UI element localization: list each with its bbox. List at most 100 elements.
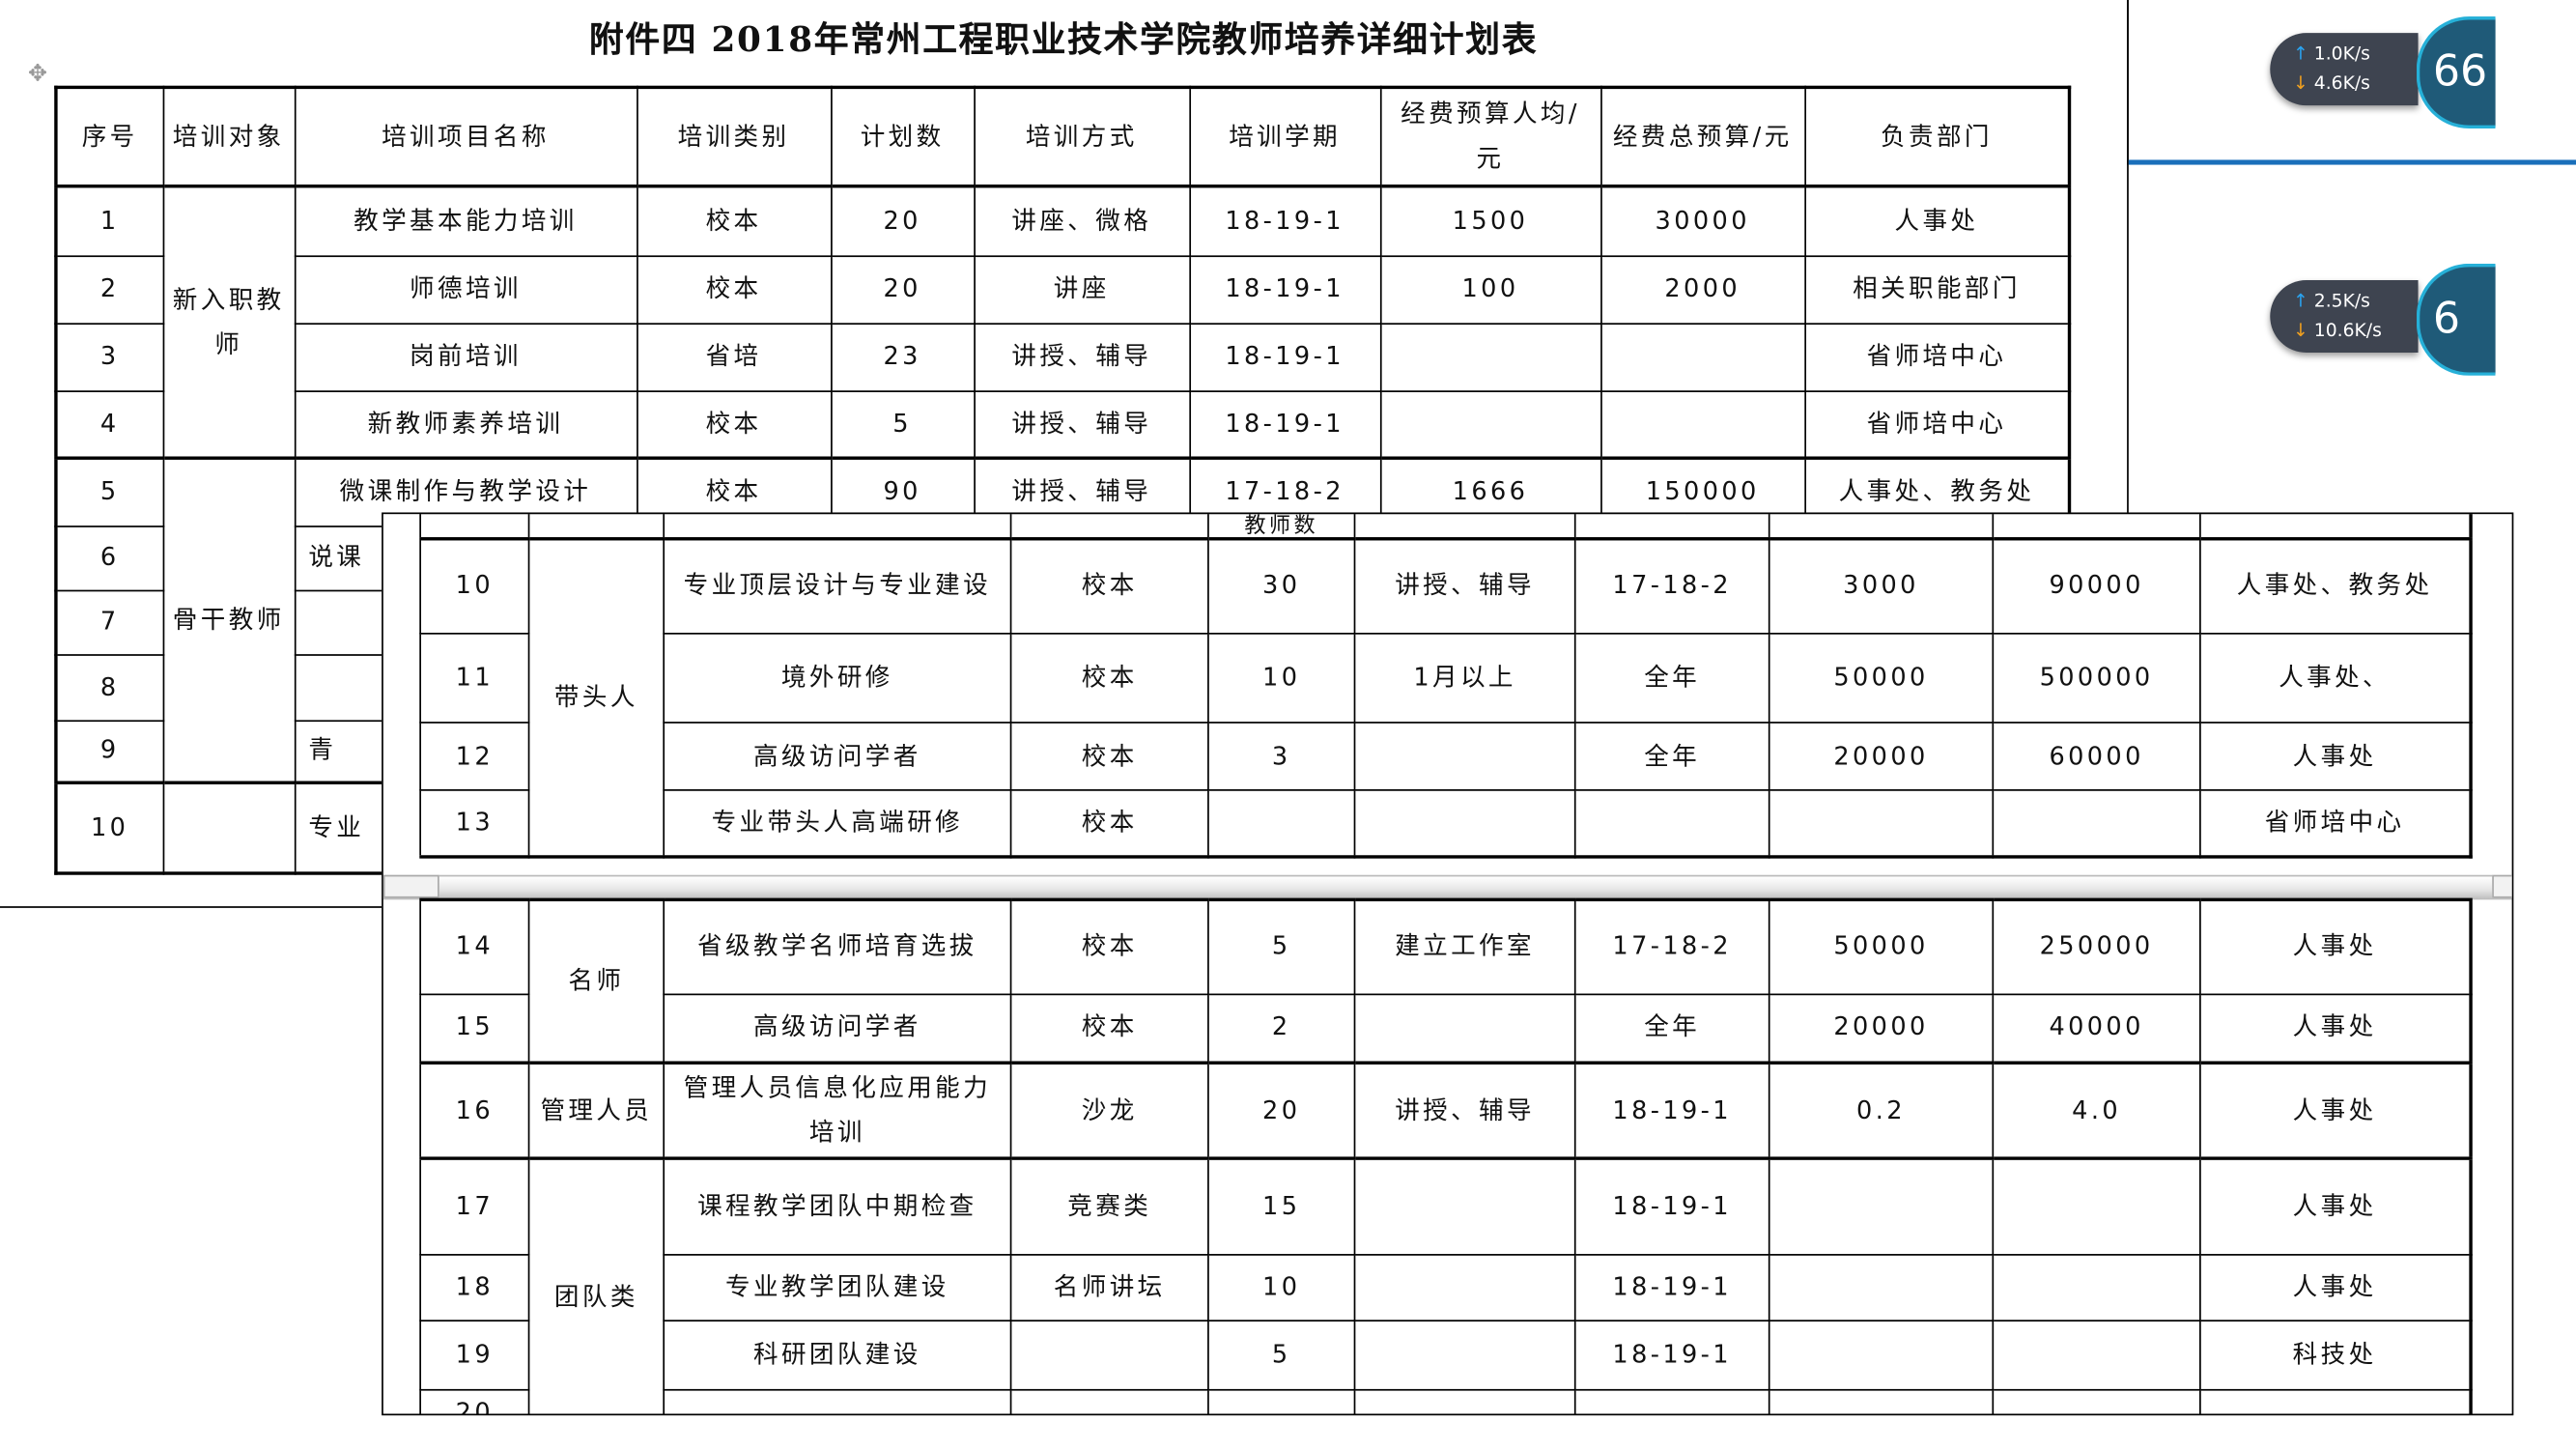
row-number: 10 [419, 536, 530, 635]
table-cell: 全年 [1573, 632, 1770, 724]
table-cell: 20 [830, 185, 976, 257]
table-cell: 250000 [1992, 897, 2201, 995]
table-cell: 沙龙 [1009, 1061, 1209, 1159]
row-number: 6 [55, 525, 164, 591]
column-header-fragment [1009, 514, 1209, 539]
table-row: 17 团队类 课程教学团队中期检查 竞赛类 15 18-19-1 人事处 [419, 1156, 2472, 1414]
arrow-up-icon: ↑ [2293, 290, 2308, 312]
table-cell: 建立工作室 [1353, 897, 1576, 995]
front-training-table-top: 教师数 10 带头人 专业顶层设计与专业建设 校本 30 讲授、辅导 17-18-2 3000 9… [419, 514, 2472, 858]
table-cell: 3000 [1768, 536, 1995, 635]
column-header: 序号 [55, 86, 164, 187]
table-cell: 20000 [1768, 722, 1995, 791]
table-cell [1207, 1388, 1356, 1414]
table-cell: 3 [1207, 722, 1356, 791]
table-cell [1353, 1319, 1576, 1390]
column-header-fragment [2199, 514, 2472, 539]
speed-gauge-2[interactable]: 6 [2416, 263, 2496, 376]
trainee-group: 骨干教师 [161, 456, 296, 784]
table-cell [1353, 789, 1576, 857]
trainee-group: 带头人 [527, 536, 665, 857]
table-cell: 人事处 [2199, 1253, 2472, 1322]
table-cell [1992, 789, 2201, 857]
table-cell [1379, 322, 1601, 392]
table-cell: 18-19-1 [1188, 322, 1381, 392]
table-cell: 讲授、辅导 [1353, 1061, 1576, 1159]
table-cell [1768, 1319, 1995, 1390]
table-cell: 18-19-1 [1573, 1061, 1770, 1159]
table-cell: 名师讲坛 [1009, 1253, 1209, 1322]
table-cell: 500000 [1992, 632, 2201, 724]
table-cell [1009, 1319, 1209, 1390]
row-number: 14 [419, 897, 530, 995]
table-cell: 校本 [1009, 722, 1209, 791]
row-number: 1 [55, 185, 164, 257]
table-cell: 人事处、 [2199, 632, 2472, 724]
table-cell: 60000 [1992, 722, 2201, 791]
divider [2127, 0, 2129, 165]
row-number: 8 [55, 653, 164, 722]
split-handle-left[interactable] [382, 874, 439, 898]
table-cell: 高级访问学者 [663, 992, 1012, 1065]
table-cell: 省师培中心 [2199, 789, 2472, 857]
column-header-fragment [527, 514, 665, 539]
table-cell: 5 [1207, 897, 1356, 995]
table-cell: 18-19-1 [1573, 1319, 1770, 1390]
table-cell: 20 [1207, 1061, 1356, 1159]
column-header-fragment [1573, 514, 1770, 539]
table-cell [1353, 1156, 1576, 1255]
table-cell [1599, 322, 1806, 392]
column-header: 经费总预算/元 [1599, 86, 1806, 187]
arrow-up-icon: ↑ [2293, 43, 2308, 65]
column-header: 培训学期 [1188, 86, 1381, 187]
row-number: 18 [419, 1253, 530, 1322]
table-row: 11 境外研修 校本 10 1月以上 全年 50000 500000 人事处、 [419, 632, 2472, 724]
row-number: 2 [55, 254, 164, 325]
split-handle-right[interactable] [2492, 874, 2512, 898]
row-number: 15 [419, 992, 530, 1065]
table-cell [1768, 789, 1995, 857]
table-cell: 90000 [1992, 536, 2201, 635]
row-number: 12 [419, 722, 530, 791]
table-cell: 人事处 [2199, 722, 2472, 791]
table-cell: 2000 [1599, 254, 1806, 325]
column-header: 计划数 [830, 86, 976, 187]
table-cell: 校本 [1009, 536, 1209, 635]
table-cell: 讲座 [973, 254, 1191, 325]
table-cell [1379, 389, 1601, 460]
table-row: 15 高级访问学者 校本 2 全年 20000 40000 人事处 [419, 992, 2472, 1065]
table-cell: 讲授、辅导 [973, 322, 1191, 392]
table-cell: 1月以上 [1353, 632, 1576, 724]
table-cell [1353, 1388, 1576, 1414]
table-cell: 竞赛类 [1009, 1156, 1209, 1255]
window-split-bar[interactable] [382, 874, 2512, 900]
trainee-group [161, 781, 296, 874]
table-cell: 岗前培训 [294, 322, 637, 392]
table-cell: 人事处 [2199, 992, 2472, 1065]
table-cell: 全年 [1573, 992, 1770, 1065]
table-cell: 相关职能部门 [1803, 254, 2071, 325]
table-cell: 校本 [636, 254, 832, 325]
table-cell: 人事处 [1803, 185, 2071, 257]
accent-line [2128, 159, 2576, 165]
row-number: 7 [55, 588, 164, 656]
row-number: 19 [419, 1319, 530, 1390]
table-move-handle-icon[interactable]: ✥ [27, 61, 47, 88]
table-cell [1573, 789, 1770, 857]
table-cell: 人事处 [2199, 1156, 2472, 1255]
network-speed-widget-2[interactable]: ↑ 2.5K/s ↓ 10.6K/s [2270, 279, 2419, 354]
table-cell: 5 [1207, 1319, 1356, 1390]
table-cell: 30 [1207, 536, 1356, 635]
table-cell: 课程教学团队中期检查 [663, 1156, 1012, 1255]
column-header-fragment [1992, 514, 2201, 539]
table-cell: 1500 [1379, 185, 1601, 257]
network-speed-widget[interactable]: ↑ 1.0K/s ↓ 4.6K/s [2270, 33, 2419, 106]
table-cell: 讲座、微格 [973, 185, 1191, 257]
table-cell: 教学基本能力培训 [294, 185, 637, 257]
speed-gauge[interactable]: 66 [2416, 16, 2496, 129]
table-row: 20 [419, 1388, 2472, 1414]
row-number: 13 [419, 789, 530, 857]
table-row: 12 高级访问学者 校本 3 全年 20000 60000 人事处 [419, 722, 2472, 791]
table-cell: 讲授、辅导 [1353, 536, 1576, 635]
table-cell: 17-18-2 [1573, 897, 1770, 995]
